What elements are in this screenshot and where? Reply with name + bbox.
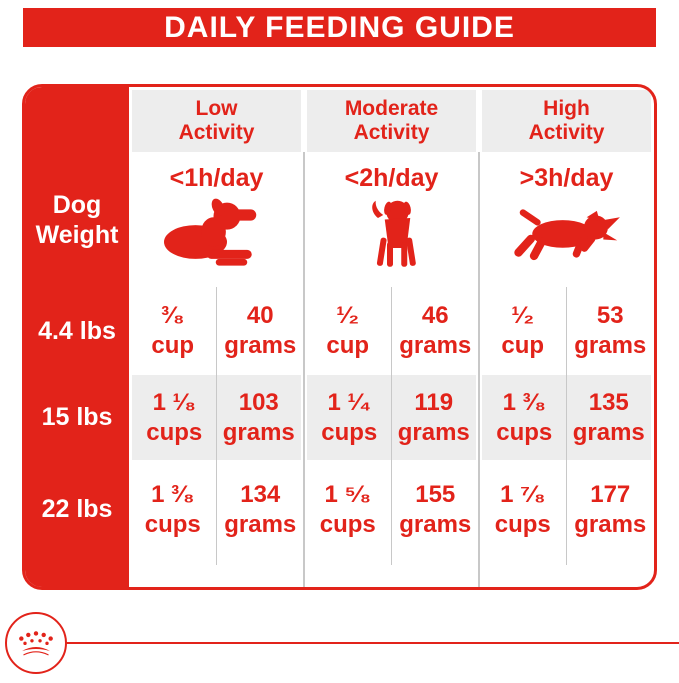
table-row: 1 ⁵⁄₈ cups 155 grams [304,460,479,587]
cell-4-4lbs-moderate-cup: ¹⁄₂ cup [304,287,392,375]
unit: grams [574,332,647,359]
table-row: 1 ³⁄₈ cups 134 grams [129,460,304,587]
unit: cups [319,510,376,538]
amount: 1 ³⁄₈ [502,388,546,416]
unit: cups [144,510,201,538]
unit: grams [224,332,297,359]
lying-dog-icon [163,198,256,266]
column-high-activity: High Activity >3h/day [478,87,654,587]
unit: cup [501,332,545,359]
unit: cups [146,418,203,446]
cell-22lbs-moderate-cup: 1 ⁵⁄₈ cups [304,460,392,587]
high-activity-time: >3h/day [519,164,614,192]
moderate-activity-exercise: <2h/day [304,152,479,287]
weight-label-4-4-lbs: 4.4 lbs [38,316,116,345]
dog-weight-header-label: Dog Weight [35,190,119,249]
moderate-activity-time: <2h/day [344,164,439,192]
column-moderate-activity: Moderate Activity <2h/day [303,87,479,587]
footer-divider-line [66,642,679,644]
cell-4-4lbs-low-cup: ³⁄₈ cup [129,287,217,375]
high-activity-exercise: >3h/day [479,152,654,287]
amount: ¹⁄₂ [336,302,360,329]
dog-weight-column: Dog Weight 4.4 lbs 15 lbs 22 lbs [25,87,129,587]
amount: 53 [596,302,624,329]
amount: 134 [240,480,281,508]
amount: 135 [588,388,629,416]
unit: cup [151,332,195,359]
moderate-activity-header: Moderate Activity [307,90,476,152]
low-activity-exercise: <1h/day [129,152,304,287]
amount: ³⁄₈ [161,302,185,329]
banner: DAILY FEEDING GUIDE [23,8,656,47]
amount: 1 ⁵⁄₈ [324,480,372,508]
cell-22lbs-high-cup: 1 ⁷⁄₈ cups [479,460,567,587]
table-row: ³⁄₈ cup 40 grams [129,287,304,375]
weight-label-15-lbs: 15 lbs [41,403,113,431]
moderate-activity-header-label: Moderate Activity [344,96,439,144]
amount: 1 ³⁄₈ [151,480,195,508]
page-title: DAILY FEEDING GUIDE [164,10,515,44]
weight-column-spacer [25,87,129,152]
standing-dog-icon [372,200,416,267]
brand-logo-circle [5,612,67,674]
amount: 103 [238,388,279,416]
amount: 155 [415,480,456,508]
amount: ¹⁄₂ [511,302,535,329]
unit: grams [224,510,297,538]
cell-15lbs-moderate-cup: 1 ¹⁄₄ cups [307,375,392,460]
amount: 46 [421,302,449,329]
cell-4-4lbs-high-cup: ¹⁄₂ cup [479,287,567,375]
activity-columns: Low Activity <1h/day [129,87,654,587]
weight-label-22-lbs: 22 lbs [41,495,113,523]
unit: cups [494,510,551,538]
unit: grams [399,510,472,538]
high-activity-header-label: High Activity [528,96,605,144]
cell-4-4lbs-moderate-grams: 46 grams [392,287,480,375]
cell-4-4lbs-high-grams: 53 grams [567,287,655,375]
royal-canin-crown-icon [19,631,53,656]
cell-15lbs-low-grams: 103 grams [216,375,301,460]
footer [0,612,679,674]
cell-22lbs-high-grams: 177 grams [567,460,655,587]
unit: grams [222,418,295,446]
column-low-activity: Low Activity <1h/day [129,87,304,587]
cell-4-4lbs-low-grams: 40 grams [217,287,305,375]
table-row: 1 ⁷⁄₈ cups 177 grams [479,460,654,587]
unit: cups [496,418,553,446]
amount: 1 ¹⁄₄ [327,388,371,416]
amount: 1 ⁷⁄₈ [500,480,546,508]
unit: grams [399,332,472,359]
low-activity-header: Low Activity [132,90,301,152]
table-row: 1 ¹⁄₄ cups 119 grams [304,375,479,460]
cell-15lbs-moderate-grams: 119 grams [391,375,476,460]
low-activity-time: <1h/day [169,164,264,192]
high-activity-header: High Activity [482,90,651,152]
feeding-table: Dog Weight 4.4 lbs 15 lbs 22 lbs Low Act… [22,84,657,590]
unit: cup [326,332,370,359]
cell-22lbs-moderate-grams: 155 grams [392,460,480,587]
amount: 177 [590,480,631,508]
cell-22lbs-low-grams: 134 grams [217,460,305,587]
feeding-guide-page: DAILY FEEDING GUIDE Dog Weight 4.4 lbs 1… [0,8,679,683]
cell-15lbs-low-cup: 1 ¹⁄₈ cups [132,375,217,460]
cell-15lbs-high-grams: 135 grams [566,375,651,460]
amount: 40 [246,302,274,329]
dog-weight-header: Dog Weight [25,152,129,287]
unit: grams [397,418,470,446]
unit: grams [572,418,645,446]
running-dog-icon [514,209,621,261]
cell-22lbs-low-cup: 1 ³⁄₈ cups [129,460,217,587]
unit: grams [574,510,647,538]
low-activity-header-label: Low Activity [178,96,255,144]
amount: 119 [414,388,454,416]
amount: 1 ¹⁄₈ [152,388,196,416]
table-row: ¹⁄₂ cup 46 grams [304,287,479,375]
table-row: 1 ¹⁄₈ cups 103 grams [129,375,304,460]
cell-15lbs-high-cup: 1 ³⁄₈ cups [482,375,567,460]
table-row: ¹⁄₂ cup 53 grams [479,287,654,375]
table-row: 1 ³⁄₈ cups 135 grams [479,375,654,460]
unit: cups [321,418,378,446]
